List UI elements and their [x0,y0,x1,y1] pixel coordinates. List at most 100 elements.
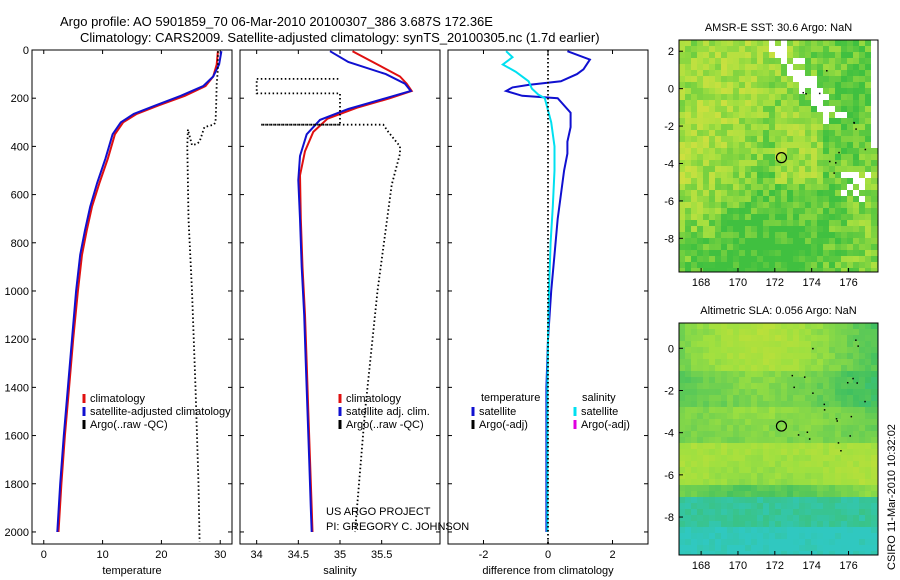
map-sla-cell [775,539,781,545]
map-sla-cell [841,521,847,527]
map-sst-cell [841,76,847,82]
map-sst-cell [787,112,793,118]
map-sst-cell [721,262,727,268]
map-sla-cell [829,383,835,389]
map-sla-cell [847,545,853,551]
map-sst-cell [847,172,853,178]
map-sla-cell [745,473,751,479]
map-sla-cell [781,407,787,413]
map-sla-cell [727,449,733,455]
map-sla-cell [733,413,739,419]
map-sla-cell [823,551,829,555]
map-sla-cell [865,419,871,425]
map-sst-cell [733,136,739,142]
map-sla-cell [697,467,703,473]
map-sla-cell [871,347,877,353]
map-sst-cell [871,46,877,52]
map-sla-cell [763,491,769,497]
map-sla-cell [745,461,751,467]
map-sst-cell [745,250,751,256]
map-sla-cell [871,323,877,329]
map-sst-cell [745,82,751,88]
map-sst-cell [865,112,871,118]
map-sla-cell [811,335,817,341]
map-sst-cell [697,58,703,64]
map-sla-cell [865,545,871,551]
map-sla-cell [793,539,799,545]
map-sla-cell [853,341,859,347]
map-sla-cell [835,521,841,527]
map-sla-field [679,323,878,555]
map-sst-cell [799,58,805,64]
map-sst-cell [709,58,715,64]
map-sst-cell [847,166,853,172]
map-sst-cell [793,40,799,46]
map-sst-cell [823,118,829,124]
map-sla-cell [823,383,829,389]
map-sla-cell [697,407,703,413]
map-sst-cell [829,118,835,124]
map-sla-cell [787,407,793,413]
map-sst-cell [793,220,799,226]
map-sla-coast-dot [864,400,866,403]
map-sla-cell [769,527,775,533]
map-sst-cell [781,250,787,256]
map-sla-cell [787,533,793,539]
map-sst-cell [853,52,859,58]
map-sst-cell [865,262,871,268]
map-sla-cell [739,389,745,395]
map-sla-cell [763,455,769,461]
map-sst-cell [685,46,691,52]
map-sst-cell [799,154,805,160]
map-sla-cell [739,539,745,545]
map-sst-cell [763,106,769,112]
map-sst-cell [751,112,757,118]
map-sst-cell [697,70,703,76]
temperature-legend-label: Argo(..raw -QC) [90,419,168,431]
map-sst-cell [841,142,847,148]
map-sst-cell [751,220,757,226]
map-sla-cell [775,545,781,551]
map-sst-cell [757,136,763,142]
map-sla-cell [739,377,745,383]
map-sst-cell [757,130,763,136]
map-sla-cell [745,395,751,401]
map-sla-cell [727,497,733,503]
map-sst-cell [715,166,721,172]
map-sst-cell [793,100,799,106]
map-sst-cell [847,58,853,64]
map-sst-cell [769,94,775,100]
map-sla-cell [691,341,697,347]
map-sst-cell [829,220,835,226]
map-sla-cell [763,359,769,365]
map-sla-cell [763,335,769,341]
map-sst-cell [775,172,781,178]
map-sla-cell [847,539,853,545]
map-sla-cell [709,401,715,407]
map-sla-cell [805,431,811,437]
map-sla-cell [781,551,787,555]
map-sst-cell [865,124,871,130]
map-sst-cell [715,64,721,70]
salinity-legend-label: climatology [346,393,402,405]
map-sst-cell [703,82,709,88]
map-sla-cell [853,389,859,395]
map-sst-cell [703,226,709,232]
map-sla-cell [691,359,697,365]
map-sla-cell [811,527,817,533]
map-sst-cell [691,244,697,250]
map-sla-cell [799,335,805,341]
map-sst-cell [697,82,703,88]
map-sst-cell [835,268,841,272]
map-sla-cell [703,413,709,419]
map-sst-cell [757,88,763,94]
map-sst-cell [679,262,685,268]
map-sla-cell [679,425,685,431]
map-sla-cell [793,365,799,371]
map-sst-cell [799,82,805,88]
map-sst-cell [733,52,739,58]
map-sst-cell [787,172,793,178]
map-sla-cell [829,461,835,467]
map-sla-cell [865,341,871,347]
temperature-panel: 0 10 20 30020040060080010001200140016001800… [5,45,233,577]
